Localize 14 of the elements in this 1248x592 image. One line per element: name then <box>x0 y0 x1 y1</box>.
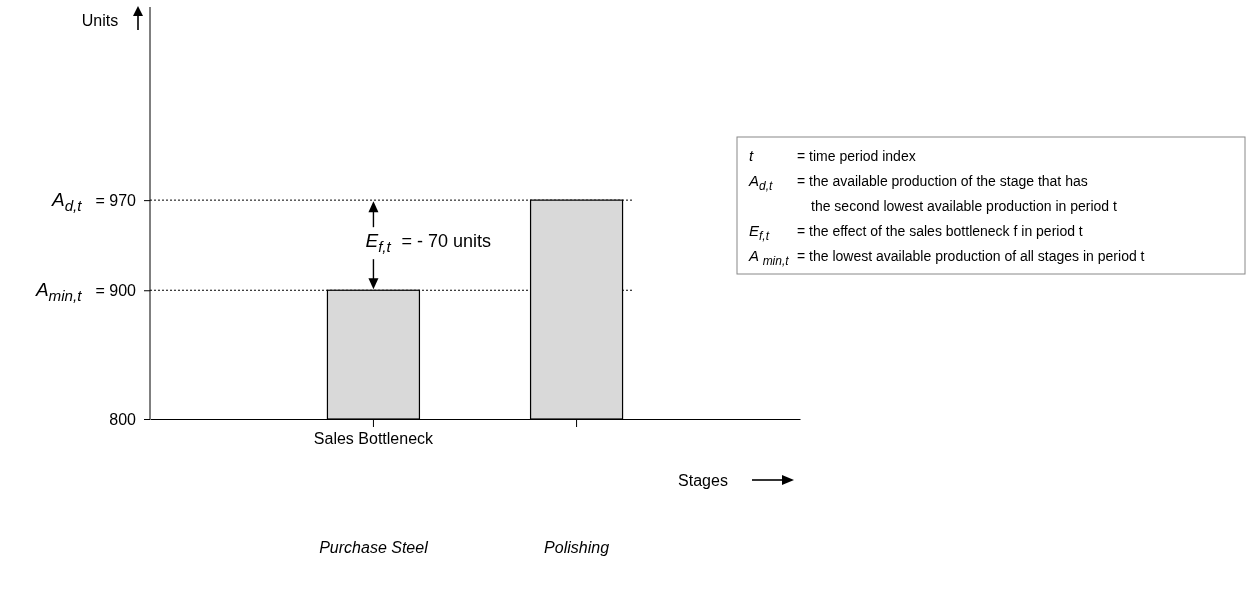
text: E$_{f,t}$ = the effect of the sales bottleneck f in period t <box>749 222 1083 243</box>
x-tick-label: Polishing <box>544 539 610 556</box>
text: A $_{min,t}$ = the lowest available production of all stages in period t <box>748 247 1145 268</box>
text: the second lowest available production in period t <box>811 198 1117 214</box>
y-tick-label: A$_{min,t}$ = 900 <box>34 278 137 304</box>
y-axis-title: Units <box>81 12 119 29</box>
text: t = time period index <box>749 147 916 164</box>
x-axis-title: Stages <box>678 472 728 489</box>
text: A$_{d,t}$ = the available production of the stage that has <box>749 172 1088 193</box>
y-tick-label: A$_{d,t}$ = 970 <box>50 188 137 214</box>
x-tick-label: Purchase Steel <box>319 539 429 556</box>
annotation: E$_{f,t}$ = - 70 units <box>365 230 491 255</box>
y-tick-label: 800 <box>109 410 137 428</box>
annotation: Sales Bottleneck <box>313 430 435 447</box>
